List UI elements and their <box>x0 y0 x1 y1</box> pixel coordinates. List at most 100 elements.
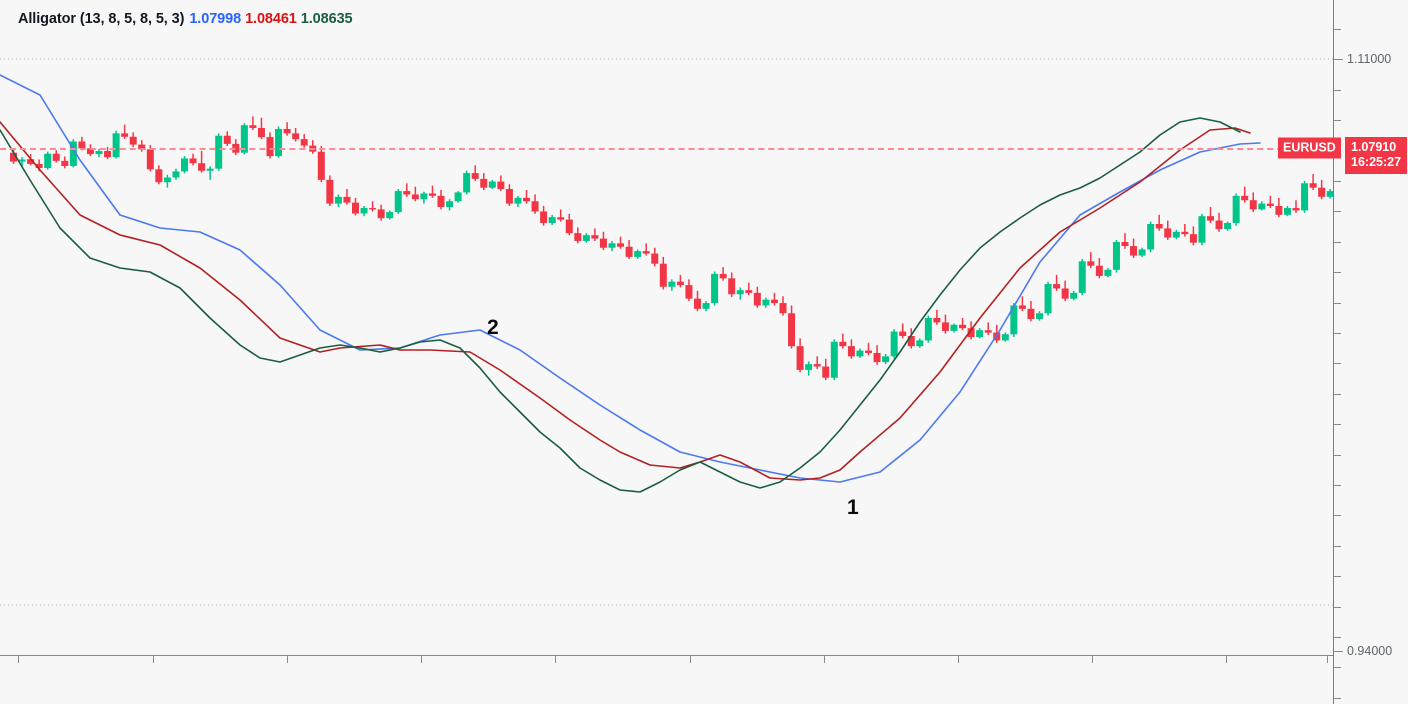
chart-plot-area[interactable] <box>0 0 1333 655</box>
candle-body <box>924 317 932 341</box>
candle-body <box>899 331 907 336</box>
candle-body <box>916 340 924 347</box>
current-price-line <box>0 148 1333 150</box>
candle-body <box>1198 216 1206 243</box>
candle-body <box>1249 200 1257 210</box>
candle-body <box>967 328 975 338</box>
candle-body <box>1155 223 1163 229</box>
candle-body <box>788 313 796 347</box>
candle-body <box>69 141 77 166</box>
price-axis-minor-tick <box>1334 607 1341 608</box>
candle-body <box>1121 241 1129 247</box>
candle-body <box>642 251 650 254</box>
current-price-value: 1.07910 <box>1351 140 1397 154</box>
candle-body <box>685 285 693 299</box>
candle-body <box>215 135 223 169</box>
price-axis-minor-tick <box>1334 90 1341 91</box>
candle-body <box>352 202 359 214</box>
candle-body <box>1095 265 1103 276</box>
candle-body <box>565 219 573 234</box>
candle-body <box>1181 231 1189 235</box>
candle-body <box>206 168 214 171</box>
candle-body <box>847 346 855 357</box>
overlay-line-0 <box>0 74 1261 483</box>
candle-body <box>941 322 949 331</box>
candle-body <box>146 149 154 170</box>
price-axis-minor-tick <box>1334 576 1341 577</box>
candle-body <box>360 208 368 214</box>
candle-body <box>514 197 522 204</box>
candle-body <box>651 253 659 264</box>
candle-body <box>275 128 283 157</box>
price-axis-minor-tick <box>1334 515 1341 516</box>
candle-body <box>198 163 206 171</box>
candle-body <box>959 324 967 329</box>
candle-body <box>326 179 334 204</box>
candle-body <box>249 125 257 128</box>
candlestick-series <box>10 116 1333 381</box>
candle-body <box>1044 284 1052 314</box>
price-axis-minor-tick <box>1334 211 1341 212</box>
candle-body <box>1283 208 1291 215</box>
candle-body <box>882 356 890 363</box>
candle-body <box>292 133 300 140</box>
candle-body <box>694 298 701 309</box>
time-axis-tick <box>153 656 154 663</box>
time-axis[interactable] <box>0 655 1333 704</box>
candle-body <box>394 191 402 213</box>
candle-body <box>172 171 180 178</box>
price-axis-major-tick <box>1334 651 1343 652</box>
candle-body <box>1207 216 1214 221</box>
candle-body <box>138 144 146 150</box>
current-price-time: 16:25:27 <box>1351 155 1402 169</box>
candle-body <box>181 158 188 172</box>
candle-body <box>1087 261 1095 266</box>
candle-body <box>865 350 872 353</box>
symbol-tag[interactable]: EURUSD <box>1278 137 1341 159</box>
price-axis-minor-tick <box>1334 667 1341 668</box>
candle-body <box>35 163 43 168</box>
candle-body <box>1309 183 1317 188</box>
time-axis-tick <box>1226 656 1227 663</box>
candle-body <box>625 246 633 257</box>
candle-body <box>1053 284 1061 289</box>
price-axis-major-tick <box>1334 59 1343 60</box>
price-axis-label: 0.94000 <box>1347 644 1393 658</box>
candle-body <box>497 181 505 190</box>
candle-body <box>770 299 778 304</box>
indicator-legend[interactable]: Alligator (13, 8, 5, 8, 5, 3) 1.07998 1.08… <box>18 11 353 27</box>
candle-body <box>659 263 667 287</box>
candle-body <box>668 281 676 287</box>
candle-body <box>1061 288 1069 299</box>
time-axis-tick <box>824 656 825 663</box>
candle-body <box>189 158 197 164</box>
time-axis-tick <box>287 656 288 663</box>
candle-body <box>104 151 112 158</box>
price-axis-minor-tick <box>1334 424 1341 425</box>
candle-body <box>1027 308 1035 320</box>
candle-body <box>933 317 941 323</box>
price-axis[interactable]: 1.11000 0.94000 <box>1333 0 1408 704</box>
candle-body <box>480 178 488 188</box>
chart-canvas <box>0 58 1333 606</box>
candle-body <box>86 148 94 155</box>
candle-body <box>1232 195 1240 223</box>
candle-body <box>582 235 590 241</box>
candle-body <box>78 141 86 149</box>
candle-body <box>121 133 129 137</box>
candle-body <box>129 136 137 145</box>
candle-body <box>411 194 419 200</box>
candle-body <box>334 196 342 204</box>
candle-body <box>463 173 471 193</box>
candle-body <box>257 127 265 138</box>
indicator-jaw-value: 1.07998 <box>189 11 242 27</box>
candle-body <box>1138 249 1146 256</box>
current-price-tag[interactable]: 1.07910 16:25:27 <box>1345 137 1408 174</box>
price-axis-minor-tick <box>1334 698 1341 699</box>
candle-body <box>1275 206 1283 215</box>
candle-body <box>839 341 847 347</box>
candle-body <box>762 299 770 306</box>
candle-body <box>676 281 684 286</box>
price-axis-minor-tick <box>1334 637 1341 638</box>
candle-body <box>27 159 35 164</box>
